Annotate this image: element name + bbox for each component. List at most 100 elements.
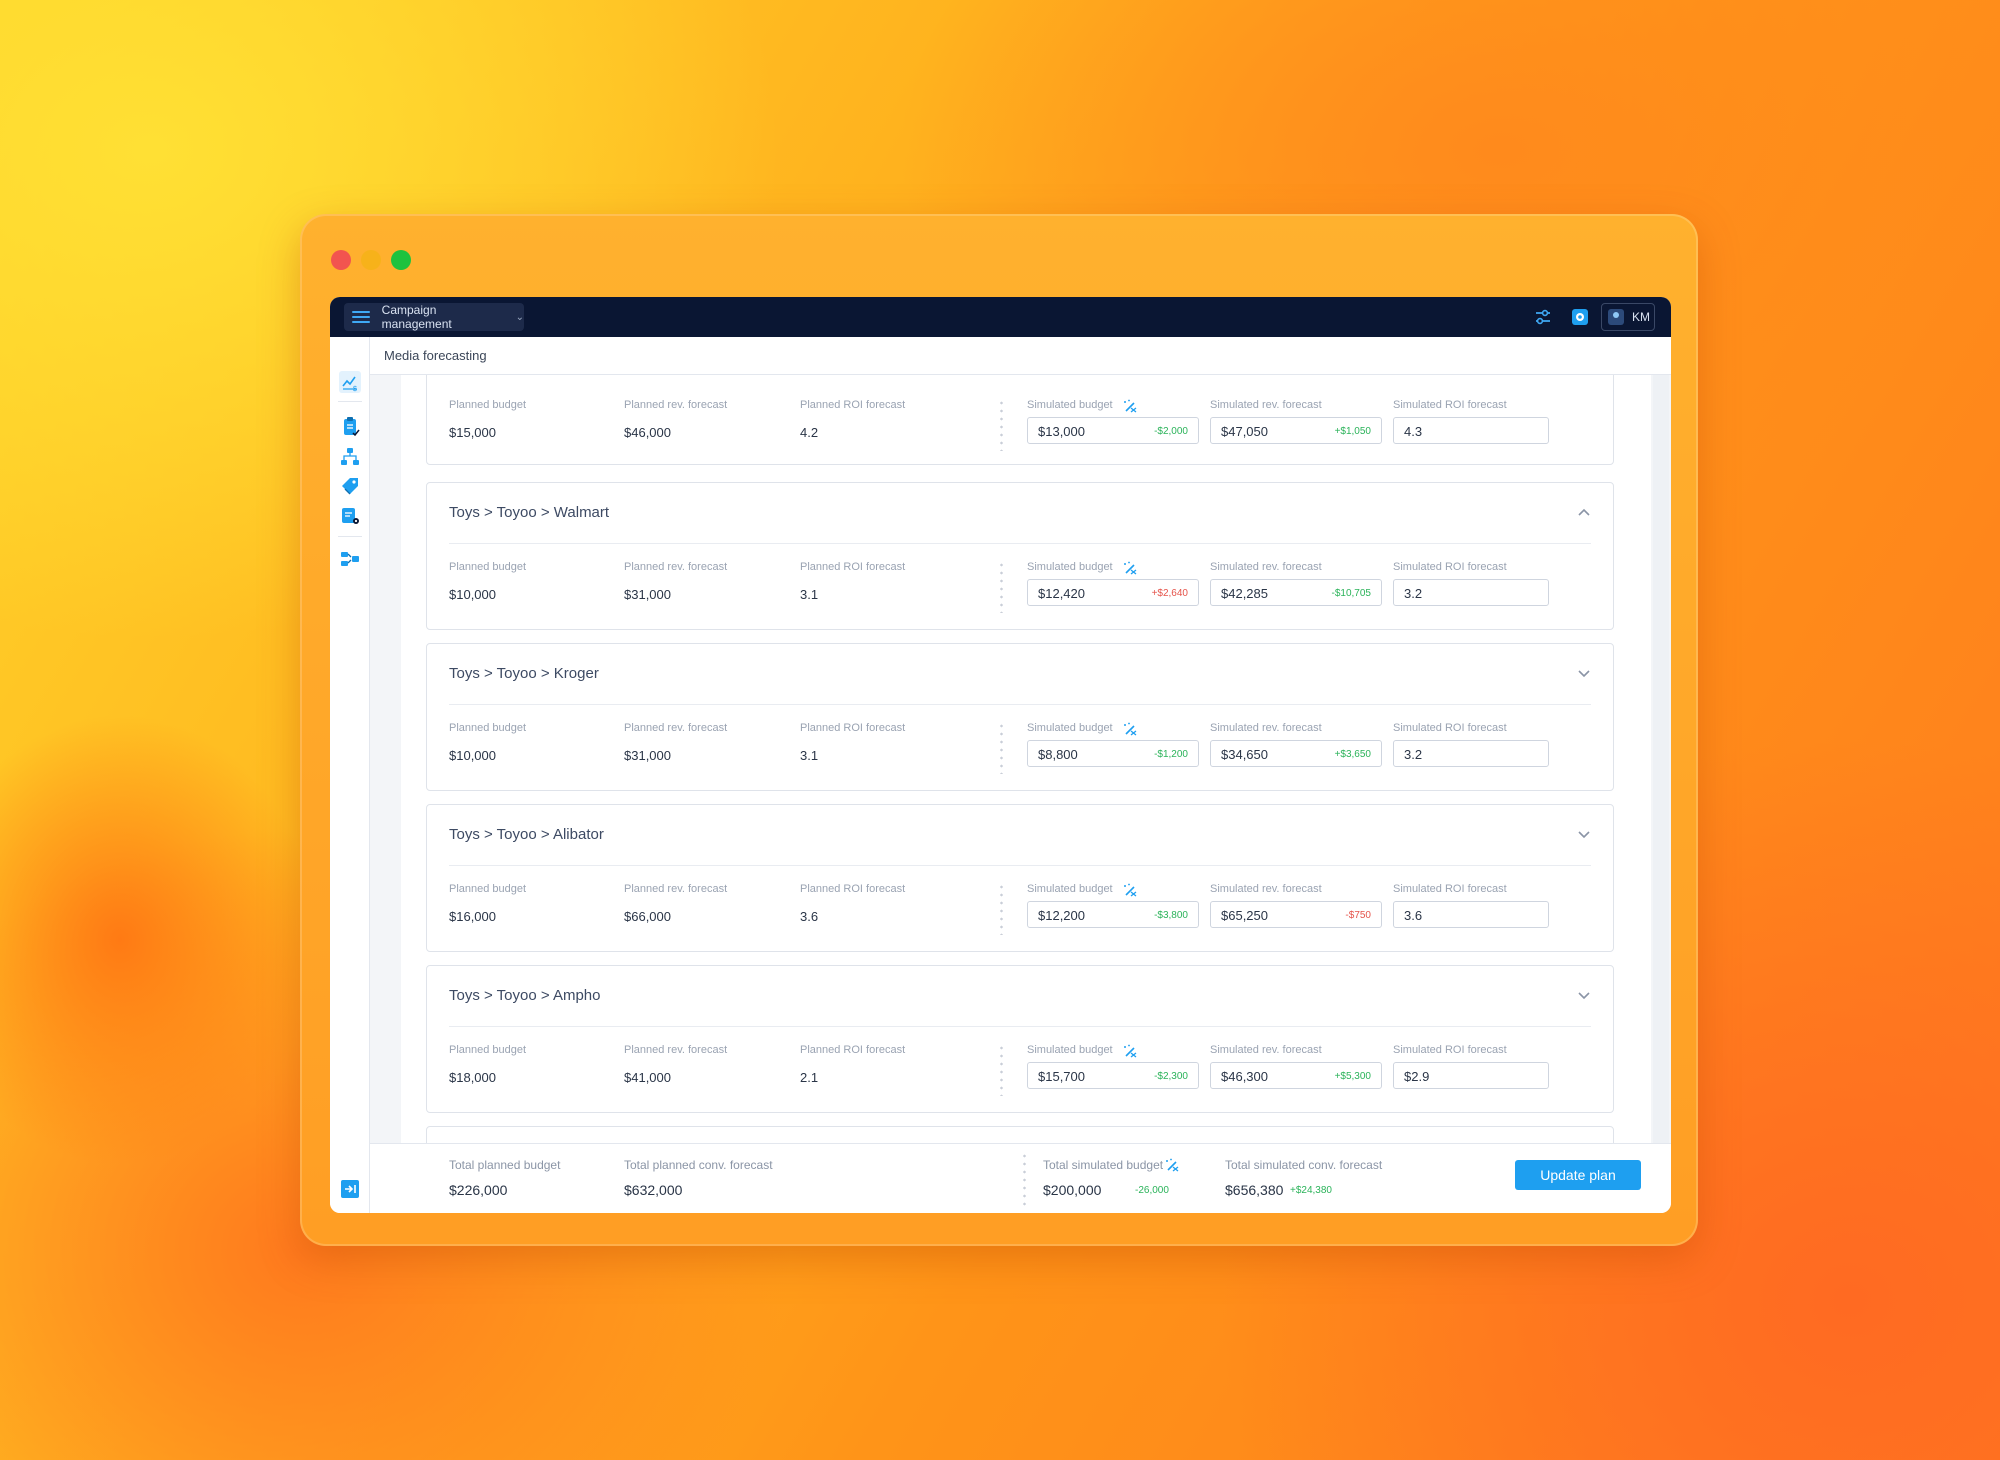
card-title[interactable]: Toys > Toyoo > Walmart — [449, 504, 610, 521]
simulated-roi-input[interactable]: 4.3 — [1393, 417, 1549, 444]
simulated-roi-input[interactable]: 3.2 — [1393, 740, 1549, 767]
simulated-rev-delta: -$10,705 — [1331, 588, 1371, 599]
planned-rev-label: Planned rev. forecast — [624, 722, 728, 734]
forecast-chart-icon[interactable]: $ — [339, 371, 361, 393]
simulated-budget-input[interactable]: $13,000 -$2,000 — [1027, 417, 1199, 444]
data-flow-icon[interactable] — [339, 548, 361, 570]
simulated-budget-label: Simulated budget — [1027, 1044, 1113, 1056]
simulated-rev-input[interactable]: $47,050 +$1,050 — [1210, 417, 1382, 444]
simulated-rev-value: $42,285 — [1221, 586, 1268, 601]
simulated-budget-input[interactable]: $12,200 -$3,800 — [1027, 901, 1199, 928]
planned-rev-label: Planned rev. forecast — [624, 561, 728, 573]
simulated-roi-label: Simulated ROI forecast — [1393, 399, 1507, 411]
planned-budget-value: $10,000 — [449, 587, 496, 602]
column-divider — [1000, 883, 1003, 935]
planned-budget-label: Planned budget — [449, 1044, 527, 1056]
simulated-rev-input[interactable]: $34,650 +$3,650 — [1210, 740, 1382, 767]
simulated-rev-label: Simulated rev. forecast — [1210, 722, 1322, 734]
sidebar-expand-icon[interactable] — [341, 1180, 359, 1198]
scrollbar[interactable] — [1653, 375, 1669, 1143]
planned-rev-label: Planned rev. forecast — [624, 883, 728, 895]
card-metrics: Planned budget $16,000 Planned rev. fore… — [427, 875, 1613, 935]
module-menu-button[interactable]: Campaign management ⌄ — [344, 303, 524, 331]
card-title[interactable]: Toys > Toyoo > Kroger — [449, 665, 599, 682]
simulated-rev-value: $47,050 — [1221, 424, 1268, 439]
card-divider — [449, 865, 1591, 866]
avatar — [1608, 309, 1624, 325]
magic-wand-icon[interactable] — [1164, 1158, 1180, 1172]
simulated-roi-value: 3.6 — [1404, 908, 1423, 923]
simulated-budget-value: $12,420 — [1038, 586, 1085, 601]
svg-text:$: $ — [353, 386, 357, 393]
magic-wand-icon[interactable] — [1122, 883, 1138, 897]
simulated-rev-label: Simulated rev. forecast — [1210, 1044, 1322, 1056]
magic-wand-icon[interactable] — [1122, 399, 1138, 413]
total-planned-conv-label: Total planned conv. forecast — [624, 1158, 773, 1172]
simulated-roi-value: 3.2 — [1404, 747, 1423, 762]
simulated-budget-delta: -$2,300 — [1154, 1071, 1188, 1082]
planned-roi-label: Planned ROI forecast — [800, 399, 906, 411]
simulated-rev-input[interactable]: $46,300 +$5,300 — [1210, 1062, 1382, 1089]
planned-budget-label: Planned budget — [449, 883, 527, 895]
simulated-budget-delta: -$3,800 — [1154, 910, 1188, 921]
forecast-card-partial — [426, 1126, 1614, 1143]
chevron-down-icon[interactable] — [1577, 827, 1591, 841]
simulated-roi-input[interactable]: $2.9 — [1393, 1062, 1549, 1089]
simulated-rev-label: Simulated rev. forecast — [1210, 561, 1322, 573]
simulated-rev-input[interactable]: $65,250 -$750 — [1210, 901, 1382, 928]
chevron-down-icon[interactable] — [1577, 988, 1591, 1002]
card-metrics: Planned budget $10,000 Planned rev. fore… — [427, 714, 1613, 774]
total-simulated-conv-label: Total simulated conv. forecast — [1225, 1158, 1383, 1172]
magic-wand-icon[interactable] — [1122, 722, 1138, 736]
card-title[interactable]: Toys > Toyoo > Alibator — [449, 826, 604, 843]
window-close-button[interactable] — [331, 250, 351, 270]
column-divider — [1000, 1044, 1003, 1096]
card-divider — [449, 543, 1591, 544]
simulated-roi-label: Simulated ROI forecast — [1393, 722, 1507, 734]
simulated-roi-label: Simulated ROI forecast — [1393, 561, 1507, 573]
total-planned-budget-label: Total planned budget — [449, 1158, 561, 1172]
simulated-budget-input[interactable]: $15,700 -$2,300 — [1027, 1062, 1199, 1089]
hierarchy-icon[interactable] — [339, 446, 361, 468]
sliders-icon[interactable] — [1533, 307, 1553, 327]
planned-budget-value: $15,000 — [449, 425, 496, 440]
window-minimize-button[interactable] — [361, 250, 381, 270]
card-divider — [449, 704, 1591, 705]
simulated-roi-input[interactable]: 3.6 — [1393, 901, 1549, 928]
simulated-rev-delta: +$1,050 — [1334, 426, 1371, 437]
app-window: Campaign management ⌄ KM Media forecast — [330, 297, 1671, 1213]
planned-budget-value: $18,000 — [449, 1070, 496, 1085]
clipboard-check-icon[interactable] — [339, 416, 361, 438]
planned-roi-value: 3.1 — [800, 587, 819, 602]
total-simulated-conv-value: $656,380 — [1225, 1182, 1284, 1198]
planned-roi-value: 3.1 — [800, 748, 819, 763]
simulated-roi-input[interactable]: 3.2 — [1393, 579, 1549, 606]
magic-wand-icon[interactable] — [1122, 561, 1138, 575]
chevron-up-icon[interactable] — [1577, 505, 1591, 519]
simulated-budget-input[interactable]: $8,800 -$1,200 — [1027, 740, 1199, 767]
simulated-rev-delta: +$3,650 — [1334, 749, 1371, 760]
simulated-rev-input[interactable]: $42,285 -$10,705 — [1210, 579, 1382, 606]
card-divider — [449, 1026, 1591, 1027]
simulated-budget-value: $15,700 — [1038, 1069, 1085, 1084]
top-navigation-bar: Campaign management ⌄ KM — [330, 297, 1671, 337]
simulated-rev-value: $46,300 — [1221, 1069, 1268, 1084]
forecast-card: Planned budget $15,000 Planned rev. fore… — [426, 375, 1614, 465]
chevron-down-icon[interactable] — [1577, 666, 1591, 680]
card-title[interactable]: Toys > Toyoo > Ampho — [449, 987, 601, 1004]
update-plan-button[interactable]: Update plan — [1515, 1160, 1641, 1190]
simulated-roi-label: Simulated ROI forecast — [1393, 1044, 1507, 1056]
user-menu-button[interactable]: KM — [1601, 303, 1655, 331]
simulated-rev-value: $34,650 — [1221, 747, 1268, 762]
settings-icon[interactable] — [1570, 307, 1590, 327]
window-maximize-button[interactable] — [391, 250, 411, 270]
planned-roi-value: 4.2 — [800, 425, 819, 440]
planned-rev-value: $41,000 — [624, 1070, 671, 1085]
planned-rev-value: $46,000 — [624, 425, 671, 440]
report-settings-icon[interactable] — [339, 505, 361, 527]
forecast-list[interactable]: Planned budget $15,000 Planned rev. fore… — [401, 375, 1651, 1143]
magic-wand-icon[interactable] — [1122, 1044, 1138, 1058]
simulated-roi-label: Simulated ROI forecast — [1393, 883, 1507, 895]
simulated-budget-input[interactable]: $12,420 +$2,640 — [1027, 579, 1199, 606]
tags-icon[interactable] — [339, 475, 361, 497]
